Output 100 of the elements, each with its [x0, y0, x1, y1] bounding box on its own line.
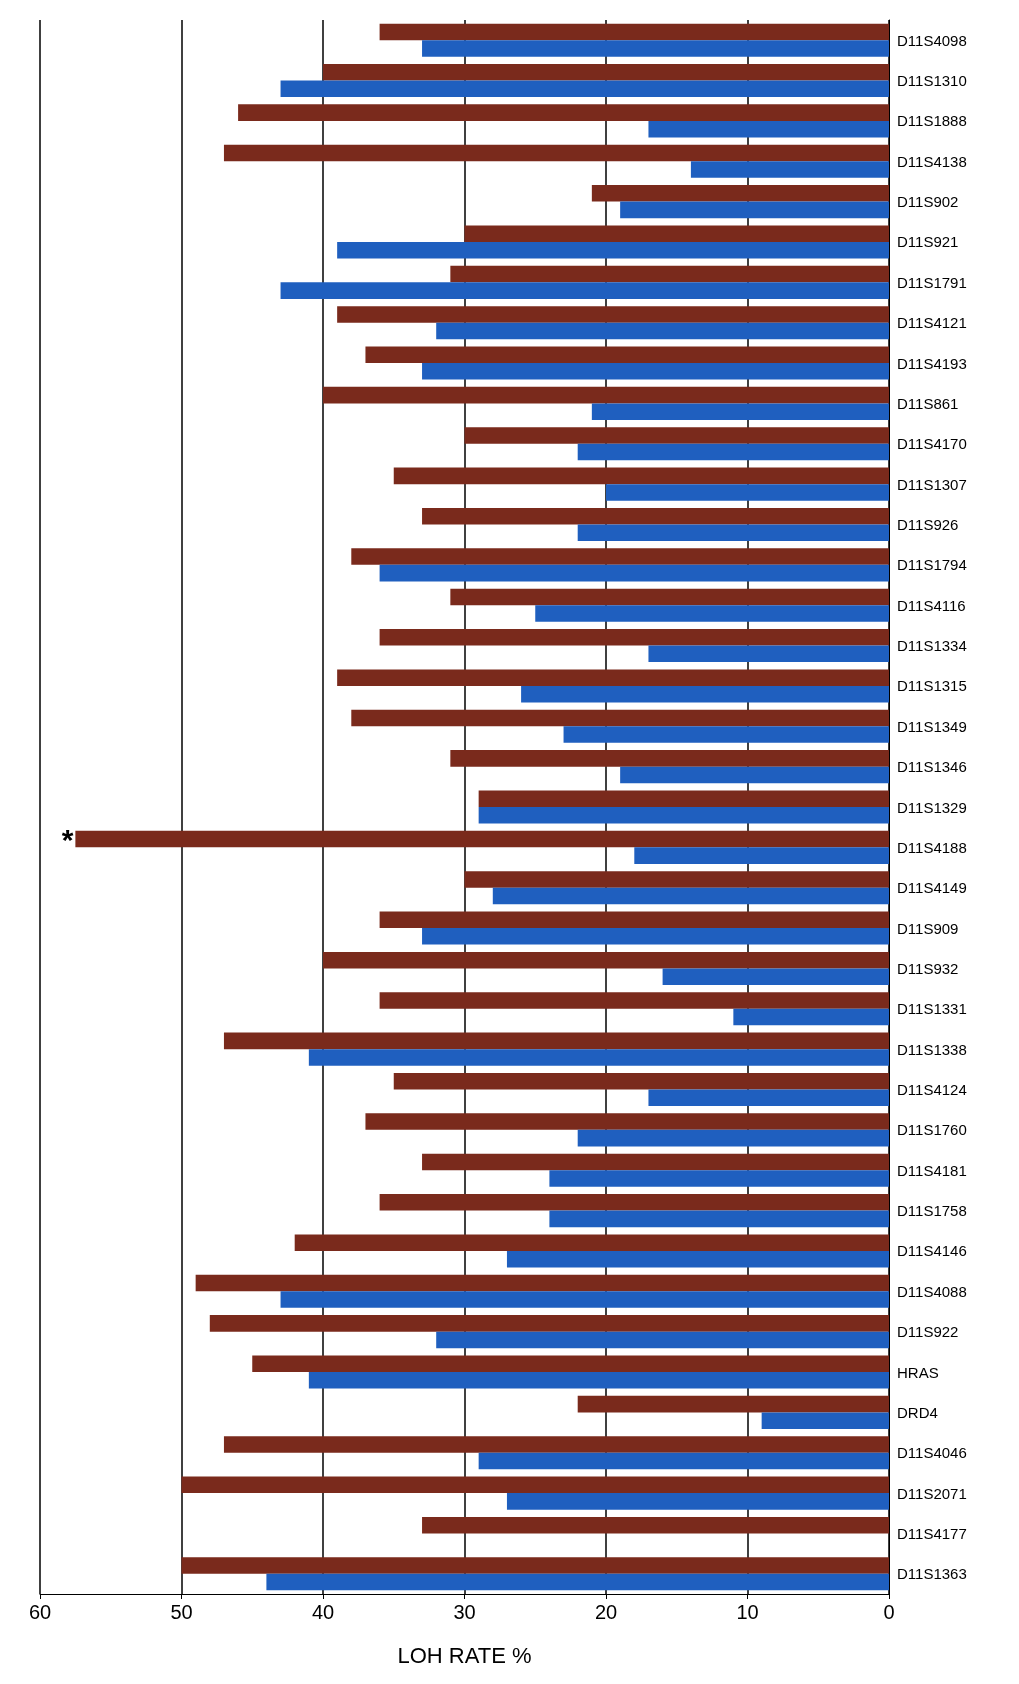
bar [591, 403, 889, 420]
y-tick-label: D11S1791 [897, 273, 967, 291]
bar [648, 120, 889, 138]
bar [308, 1049, 889, 1066]
bar [422, 363, 889, 380]
x-tick-label: 40 [311, 1601, 335, 1623]
bar [662, 968, 889, 985]
bar [365, 1113, 889, 1130]
bar [478, 807, 889, 824]
x-tick-label: 30 [453, 1601, 476, 1623]
bar [252, 1355, 889, 1373]
y-tick-label: D11S4188 [897, 838, 967, 856]
bar [450, 588, 889, 606]
bar [351, 548, 889, 565]
bar [308, 1372, 889, 1389]
bar [521, 685, 889, 703]
y-tick-label: D11S932 [897, 959, 959, 977]
bar [450, 750, 889, 767]
bar [690, 161, 889, 178]
bar [75, 830, 889, 848]
bar [464, 871, 889, 888]
y-tick-label: D11S1794 [897, 556, 967, 574]
y-tick-label: D11S4088 [897, 1282, 967, 1300]
y-tick-label: D11S4170 [897, 435, 967, 453]
bar [223, 1436, 889, 1453]
bar [422, 40, 889, 57]
y-tick-label: D11S902 [897, 193, 959, 211]
bar [422, 928, 889, 945]
bar [478, 790, 889, 807]
x-tick-label: 10 [736, 1601, 759, 1623]
bar [323, 386, 889, 404]
bar [323, 63, 889, 81]
bar [606, 484, 889, 501]
y-tick-label: D11S1307 [897, 475, 967, 493]
bar [280, 80, 889, 98]
bar [577, 1129, 889, 1147]
bar [620, 766, 889, 784]
bar [209, 1315, 889, 1332]
bar [436, 1331, 889, 1349]
y-tick-label: D11S1760 [897, 1121, 967, 1139]
bar [492, 887, 889, 905]
bar [379, 1194, 889, 1211]
bar [323, 951, 889, 969]
bar [577, 1395, 889, 1413]
y-tick-label: D11S1758 [897, 1202, 967, 1220]
y-tick-label: D11S4124 [897, 1081, 967, 1099]
bar [351, 709, 889, 727]
y-tick-label: HRAS [897, 1363, 939, 1381]
bar [337, 241, 889, 259]
y-tick-label: D11S1310 [897, 72, 967, 90]
bar [733, 1008, 889, 1026]
bar [337, 669, 889, 686]
bar [223, 144, 889, 162]
bar [620, 201, 889, 219]
y-tick-label: D11S909 [897, 919, 959, 937]
bar [535, 605, 889, 622]
bar [181, 1557, 889, 1574]
y-tick-label: D11S1888 [897, 112, 967, 130]
bar [379, 629, 889, 646]
bar [223, 1032, 889, 1050]
x-tick-label: 50 [170, 1601, 193, 1623]
y-tick-label: D11S4149 [897, 879, 967, 897]
bar [648, 1089, 889, 1107]
y-tick-label: D11S4046 [897, 1444, 967, 1462]
bar [478, 1452, 889, 1470]
y-tick-label: D11S1363 [897, 1565, 967, 1583]
bar [648, 645, 889, 663]
bar [549, 1170, 889, 1187]
y-tick-label: D11S926 [897, 515, 959, 533]
y-tick-label: D11S861 [897, 394, 959, 412]
y-tick-label: D11S1338 [897, 1040, 967, 1058]
y-tick-label: D11S4177 [897, 1524, 967, 1542]
bar [464, 225, 889, 242]
y-tick-label: D11S4181 [897, 1161, 967, 1179]
x-tick-label: 0 [883, 1601, 895, 1623]
x-tick-label: 60 [28, 1601, 52, 1623]
y-tick-label: D11S4098 [897, 31, 967, 49]
bar [506, 1493, 889, 1510]
bar [393, 1072, 889, 1090]
bar [238, 104, 889, 121]
bar [337, 306, 889, 323]
y-tick-label: D11S2071 [897, 1484, 967, 1502]
bar [563, 726, 889, 743]
bar [379, 911, 889, 929]
y-tick-label: D11S4138 [897, 152, 967, 170]
y-tick-label: D11S1315 [897, 677, 967, 695]
bar [506, 1250, 889, 1268]
bar [294, 1234, 889, 1251]
bar [577, 443, 889, 461]
x-tick-label: 20 [594, 1601, 618, 1623]
bar [365, 346, 889, 364]
y-tick-label: DRD4 [897, 1403, 938, 1421]
bar [181, 1476, 889, 1494]
y-tick-label: D11S4116 [897, 596, 966, 614]
y-tick-label: D11S4121 [897, 314, 967, 332]
bar [634, 847, 889, 864]
y-tick-label: D11S4146 [897, 1242, 967, 1260]
bar [761, 1412, 889, 1429]
bar [280, 282, 889, 299]
y-tick-label: D11S1329 [897, 798, 967, 816]
